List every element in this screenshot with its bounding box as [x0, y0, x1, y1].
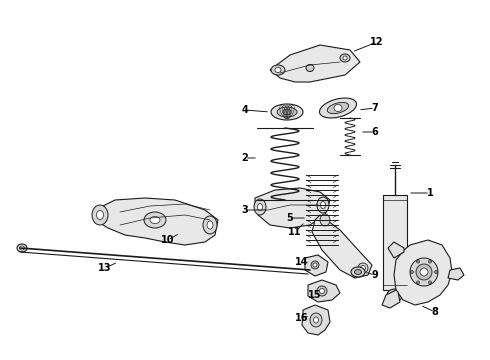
- Polygon shape: [270, 45, 360, 82]
- Ellipse shape: [254, 199, 266, 215]
- Ellipse shape: [428, 281, 432, 284]
- Ellipse shape: [311, 261, 319, 269]
- Ellipse shape: [387, 289, 403, 301]
- Polygon shape: [255, 188, 330, 228]
- Ellipse shape: [203, 216, 217, 234]
- Ellipse shape: [340, 54, 350, 62]
- Ellipse shape: [319, 98, 357, 118]
- Text: 6: 6: [371, 127, 378, 137]
- Ellipse shape: [275, 68, 281, 72]
- Polygon shape: [308, 280, 340, 302]
- Polygon shape: [302, 305, 330, 335]
- Text: 10: 10: [161, 235, 175, 245]
- Text: 13: 13: [98, 263, 112, 273]
- Text: 5: 5: [287, 213, 294, 223]
- Ellipse shape: [327, 102, 349, 114]
- Ellipse shape: [258, 203, 263, 211]
- Ellipse shape: [313, 263, 317, 267]
- Ellipse shape: [411, 270, 414, 274]
- Ellipse shape: [319, 288, 324, 293]
- Ellipse shape: [358, 263, 368, 273]
- Text: 2: 2: [242, 153, 248, 163]
- Ellipse shape: [276, 204, 294, 212]
- Text: 1: 1: [427, 188, 433, 198]
- Text: 9: 9: [371, 270, 378, 280]
- Ellipse shape: [343, 56, 347, 60]
- Ellipse shape: [334, 104, 342, 112]
- Text: 7: 7: [371, 103, 378, 113]
- Polygon shape: [394, 240, 452, 305]
- Polygon shape: [383, 195, 407, 290]
- Text: 12: 12: [370, 37, 384, 47]
- Ellipse shape: [277, 107, 297, 117]
- Ellipse shape: [314, 317, 318, 323]
- Polygon shape: [305, 255, 328, 276]
- Ellipse shape: [420, 268, 428, 276]
- Ellipse shape: [92, 205, 108, 225]
- Text: 4: 4: [242, 105, 248, 115]
- Ellipse shape: [271, 65, 285, 75]
- Ellipse shape: [144, 212, 166, 228]
- Ellipse shape: [320, 214, 330, 226]
- Ellipse shape: [270, 201, 300, 215]
- Ellipse shape: [17, 244, 27, 252]
- Ellipse shape: [207, 221, 213, 229]
- Ellipse shape: [428, 260, 432, 263]
- Text: 8: 8: [432, 307, 439, 317]
- Ellipse shape: [97, 211, 103, 220]
- Ellipse shape: [150, 216, 160, 224]
- Ellipse shape: [354, 270, 362, 274]
- Ellipse shape: [361, 266, 366, 270]
- Ellipse shape: [317, 286, 327, 296]
- Ellipse shape: [271, 104, 303, 120]
- Ellipse shape: [283, 109, 291, 115]
- Ellipse shape: [310, 313, 322, 327]
- Ellipse shape: [416, 260, 419, 263]
- Text: 15: 15: [308, 290, 322, 300]
- Ellipse shape: [306, 64, 314, 72]
- Ellipse shape: [281, 216, 289, 220]
- Polygon shape: [382, 290, 400, 308]
- Ellipse shape: [320, 202, 325, 208]
- Ellipse shape: [391, 292, 399, 298]
- Text: 14: 14: [295, 257, 309, 267]
- Text: 3: 3: [242, 205, 248, 215]
- Ellipse shape: [277, 214, 293, 222]
- Ellipse shape: [416, 281, 419, 284]
- Polygon shape: [95, 198, 218, 245]
- Ellipse shape: [416, 264, 432, 280]
- Text: 11: 11: [288, 227, 302, 237]
- Ellipse shape: [435, 270, 438, 274]
- Ellipse shape: [410, 258, 438, 286]
- Polygon shape: [388, 242, 404, 258]
- Ellipse shape: [20, 246, 25, 250]
- Polygon shape: [312, 215, 372, 278]
- Polygon shape: [448, 268, 464, 280]
- Ellipse shape: [351, 267, 365, 277]
- Ellipse shape: [317, 197, 329, 213]
- Text: 16: 16: [295, 313, 309, 323]
